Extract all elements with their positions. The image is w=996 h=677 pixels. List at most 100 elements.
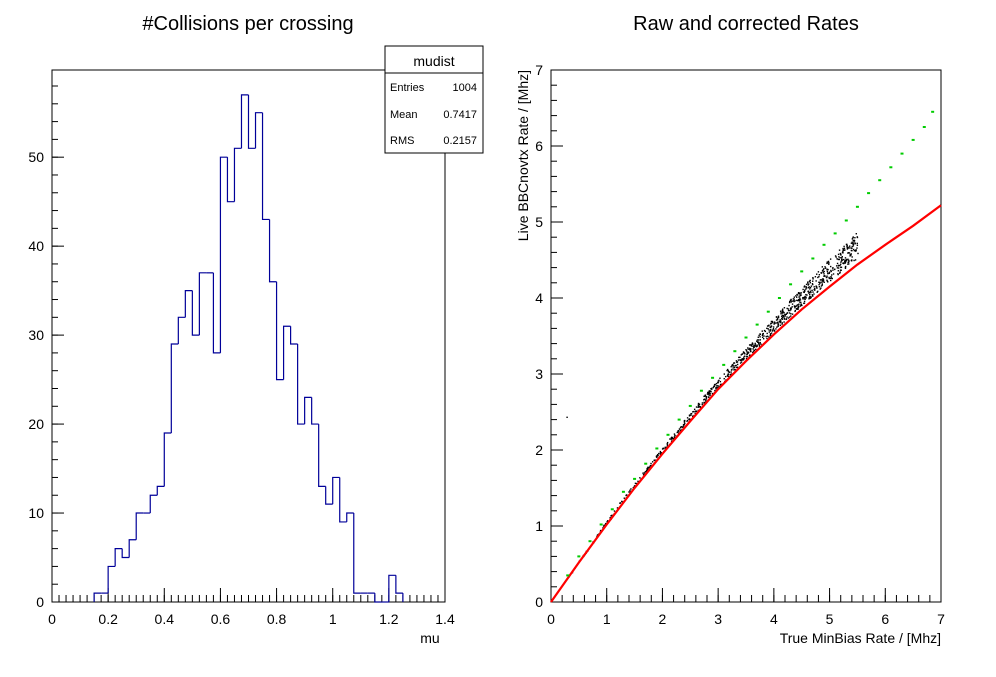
scatter-point	[679, 429, 681, 432]
x-tick-label: 6	[881, 611, 889, 627]
x-tick-label: 5	[826, 611, 834, 627]
scatter-point	[783, 321, 785, 323]
scatter-point	[770, 325, 773, 327]
scatter-point	[818, 275, 820, 278]
scatter-point	[821, 283, 823, 285]
scatter-point	[840, 254, 842, 256]
rates-axes: 0 1 2 3 4 5 6 7 0 1 2 3 4 5 6 7	[535, 62, 945, 627]
scatter-point	[812, 280, 814, 282]
scatter-point	[799, 299, 802, 301]
scatter-point	[828, 263, 830, 266]
scatter-point	[716, 387, 718, 389]
scatter-point	[666, 444, 669, 446]
scatter-point	[708, 394, 710, 396]
scatter-point	[804, 298, 806, 300]
rates-plot: Raw and corrected Rates 0 1 2 3 4 5 6 7 0 1 2 3 4 5 6 7…	[515, 13, 945, 646]
scatter-point	[604, 523, 607, 525]
scatter-point	[784, 315, 786, 317]
scatter-point	[823, 275, 826, 277]
histogram-bin	[114, 548, 123, 567]
scatter-point	[790, 298, 792, 301]
rates-xlabel: True MinBias Rate / [Mhz]	[780, 630, 941, 646]
scatter-point	[645, 470, 647, 473]
scatter-point	[659, 450, 662, 453]
scatter-point	[745, 348, 747, 351]
scatter-point	[654, 459, 656, 461]
scatter-point	[649, 464, 652, 467]
scatter-point	[692, 411, 694, 413]
scatter-point	[808, 298, 810, 300]
scatter-point	[809, 297, 812, 299]
scatter-point	[788, 312, 791, 314]
scatter-point	[797, 304, 799, 306]
scatter-point	[683, 421, 686, 423]
scatter-point	[818, 283, 820, 286]
scatter-point	[822, 271, 824, 274]
scatter-point	[735, 360, 738, 362]
raw-rate-point	[889, 166, 893, 169]
scatter-point	[749, 344, 752, 346]
scatter-point	[803, 296, 806, 299]
histogram-bin	[163, 432, 172, 487]
scatter-point	[723, 373, 726, 375]
scatter-point	[805, 296, 807, 298]
scatter-point	[780, 319, 782, 321]
rates-frame	[550, 69, 942, 603]
histogram-plot: #Collisions per crossing 0 0.2 0.4 0.6 0.8 1 1…	[28, 13, 484, 646]
scatter-point	[790, 301, 792, 303]
scatter-point	[848, 259, 850, 262]
scatter-point	[807, 281, 809, 283]
scatter-point	[844, 260, 846, 263]
scatter-point	[701, 403, 703, 406]
histogram-axes: 0 0.2 0.4 0.6 0.8 1 1.2 1.4 0 10 20 30 40 50	[28, 85, 455, 627]
scatter-point	[807, 284, 809, 286]
scatter-point	[805, 297, 807, 299]
scatter-point	[705, 396, 708, 399]
scatter-point	[773, 330, 776, 332]
scatter-point	[837, 258, 839, 261]
scatter-point	[715, 383, 718, 385]
scatter-point	[822, 278, 824, 280]
scatter-point	[809, 293, 811, 296]
scatter-point	[680, 426, 682, 428]
scatter-point	[697, 402, 700, 405]
scatter-point	[678, 428, 681, 430]
scatter-point	[814, 288, 816, 290]
scatter-point	[791, 313, 794, 315]
raw-rate-point	[577, 555, 581, 558]
scatter-point	[844, 267, 847, 270]
scatter-point	[850, 249, 853, 252]
scatter-point	[783, 318, 786, 320]
scatter-point	[733, 362, 736, 364]
histogram-bin	[311, 397, 319, 425]
scatter-point	[789, 299, 792, 302]
scatter-point	[733, 366, 736, 369]
scatter-point	[821, 266, 824, 268]
scatter-point	[795, 295, 797, 297]
scatter-point	[747, 348, 749, 350]
scatter-point	[715, 388, 717, 390]
scatter-point	[679, 426, 682, 429]
scatter-point	[848, 246, 850, 249]
scatter-point	[751, 345, 753, 347]
scatter-point	[731, 364, 733, 367]
scatter-point	[837, 273, 839, 276]
scatter-point	[651, 461, 654, 463]
scatter-point	[688, 418, 691, 420]
scatter-point	[742, 358, 744, 361]
scatter-point	[826, 262, 828, 265]
histogram-bin	[121, 548, 130, 559]
scatter-point	[831, 267, 834, 269]
scatter-point	[794, 307, 796, 309]
scatter-point	[745, 356, 748, 358]
scatter-point	[842, 247, 844, 250]
scatter-point	[776, 326, 778, 328]
scatter-point	[842, 262, 844, 264]
scatter-point	[734, 368, 736, 371]
scatter-point	[693, 410, 695, 413]
scatter-point	[853, 250, 856, 252]
scatter-point	[596, 534, 599, 536]
scatter-point	[764, 330, 767, 333]
scatter-point	[830, 277, 833, 279]
scatter-point	[736, 366, 738, 369]
